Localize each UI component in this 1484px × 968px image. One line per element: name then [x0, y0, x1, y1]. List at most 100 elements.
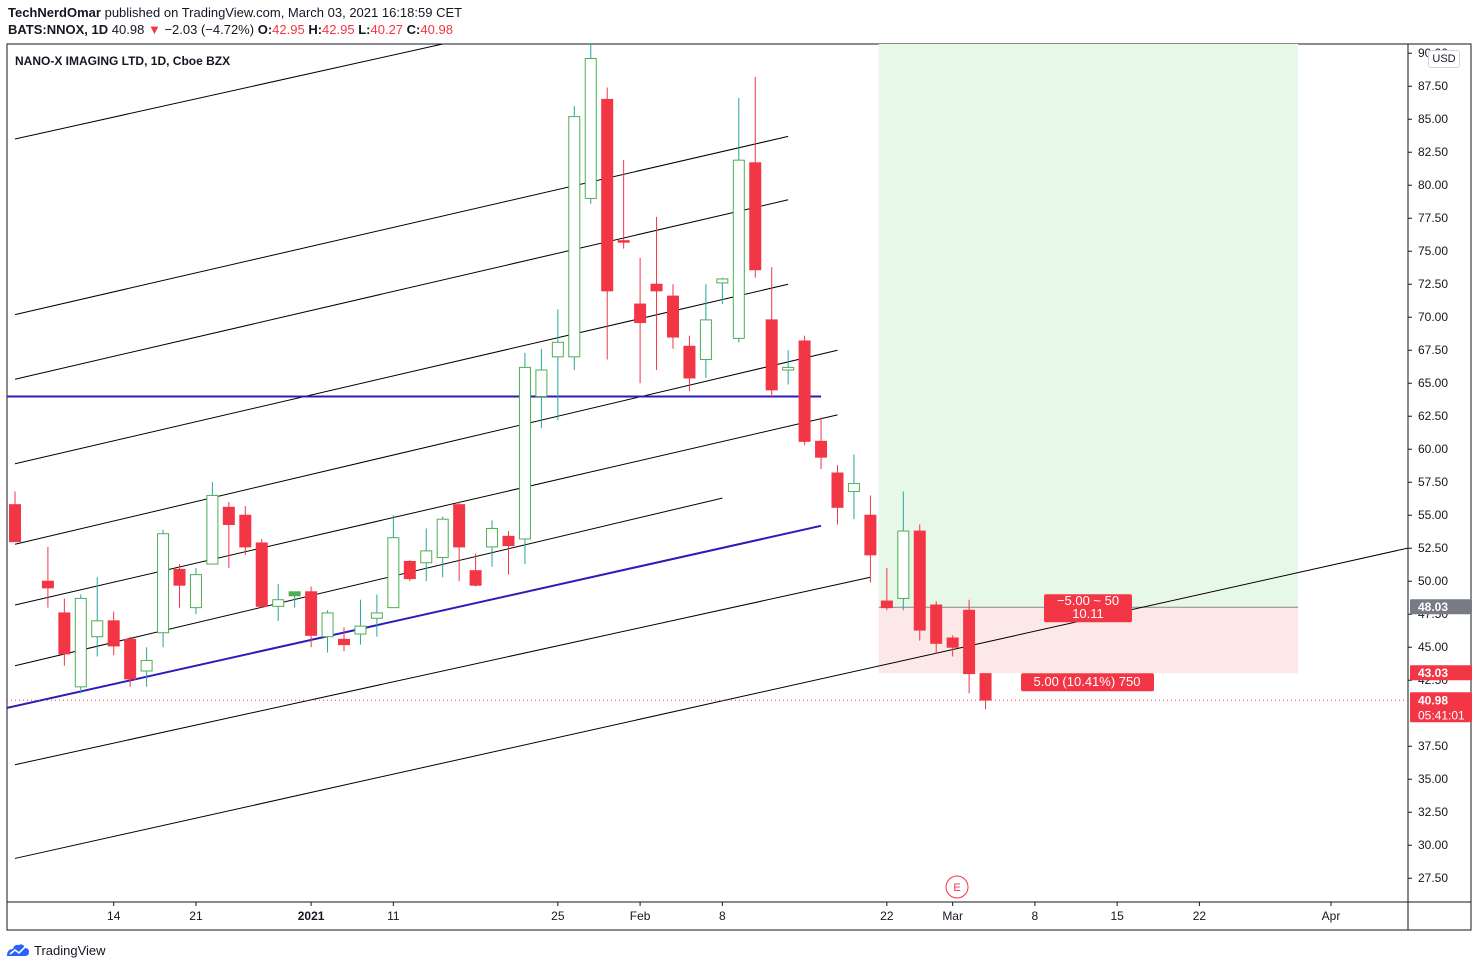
candle-body-down [913, 530, 926, 631]
open-value: 42.95 [272, 22, 305, 37]
candle-body-up [206, 494, 219, 565]
candle-body-up [518, 366, 531, 540]
x-tick-label: Apr [1322, 909, 1341, 923]
x-tick-label: 21 [189, 909, 203, 923]
channel-line [14, 497, 723, 667]
channel-line [14, 199, 789, 380]
last-price: 40.98 [111, 22, 145, 37]
channel-line [14, 44, 443, 140]
y-tick-label: 32.50 [1418, 805, 1448, 819]
y-tick-label: 27.50 [1418, 871, 1448, 885]
high-label: H: [308, 22, 323, 37]
ohlc-line: BATS:NNOX, 1D 40.98 ▼ −2.03 (−4.72%) O:4… [8, 22, 453, 37]
close-value: 40.98 [420, 22, 453, 37]
tradingview-footer[interactable]: TradingView [6, 940, 106, 960]
x-tick-label: 2021 [298, 909, 325, 923]
candle-body-down [173, 568, 186, 586]
candle-body-up [288, 591, 301, 597]
y-tick-label: 70.00 [1418, 310, 1448, 324]
x-tick-label: Mar [942, 909, 963, 923]
candle-body-down [880, 600, 893, 609]
candle-body-up [847, 483, 860, 492]
candle-body-down [453, 504, 466, 548]
profit-zone [878, 44, 1299, 608]
price-tag [1410, 599, 1472, 615]
candle-body-up [551, 341, 564, 358]
tradingview-logo-icon [7, 944, 29, 956]
price-tag-label: 48.03 [1418, 600, 1448, 614]
price-tag [1410, 692, 1472, 723]
candle-body-up [157, 533, 170, 634]
x-tick-label: 8 [1032, 909, 1039, 923]
y-tick-label: 60.00 [1418, 442, 1448, 456]
candle-body-up [321, 612, 334, 638]
channel-line [14, 576, 871, 766]
publish-text: published on TradingView.com, March 03, … [104, 5, 463, 20]
open-label: O: [257, 22, 273, 37]
candle-body-down [798, 340, 811, 442]
x-tick-label: 22 [1193, 909, 1207, 923]
y-tick-label: 35.00 [1418, 772, 1448, 786]
channel-line [14, 349, 838, 545]
candle-body-down [683, 345, 696, 379]
x-tick-label: 11 [387, 909, 400, 923]
candle-body-down [815, 440, 828, 458]
x-tick-label: 22 [880, 909, 894, 923]
candle-body-up [387, 537, 400, 609]
candle-body-up [436, 518, 449, 558]
candle-body-down [222, 506, 235, 525]
loss-label-box [1021, 673, 1154, 692]
candle-body-down [946, 637, 959, 648]
earnings-marker-icon [945, 875, 969, 899]
candle-body-down [124, 638, 137, 680]
low-label: L: [358, 22, 371, 37]
y-tick-label: 80.00 [1418, 178, 1448, 192]
candle-body-up [897, 530, 910, 599]
candle-body-up [782, 366, 795, 371]
change-arrow-icon: ▼ [147, 22, 161, 37]
candle-body-down [469, 570, 482, 586]
channel-line [14, 283, 789, 465]
x-tick-label: 14 [107, 909, 121, 923]
candle-body-up [74, 597, 87, 688]
publisher-name[interactable]: TechNerdOmar [8, 5, 101, 20]
chart-frame [6, 43, 1472, 931]
candle-body-up [699, 319, 712, 360]
candle-body-up [568, 116, 581, 358]
candle-body-up [272, 599, 285, 607]
y-tick-label: 82.50 [1418, 145, 1448, 159]
earnings-marker-label: E [953, 882, 960, 894]
candle-body-down [502, 535, 515, 547]
candle-body-down [617, 240, 630, 243]
candle-body-up [91, 620, 104, 638]
candle-body-up [370, 612, 383, 619]
currency-button[interactable]: USD [1428, 50, 1460, 68]
x-tick-label: 8 [719, 909, 726, 923]
candle-body-down [979, 673, 992, 701]
publish-info: TechNerdOmar published on TradingView.co… [8, 5, 462, 20]
y-tick-label: 55.00 [1418, 508, 1448, 522]
price-tag [1410, 665, 1472, 681]
tradingview-brand: TradingView [34, 942, 106, 958]
channel-line [14, 414, 838, 606]
candle-body-down [601, 98, 614, 292]
y-tick-label: 75.00 [1418, 244, 1448, 258]
y-tick-label: 77.50 [1418, 211, 1448, 225]
candle-body-down [239, 514, 252, 548]
low-value: 40.27 [370, 22, 404, 37]
profit-label-box [1044, 594, 1132, 623]
symbol-line: BATS:NNOX, 1D [8, 22, 109, 37]
y-tick-label: 50.00 [1418, 574, 1448, 588]
candle-body-down [667, 295, 679, 338]
profit-label: −5.00 ~ 50 [1057, 593, 1119, 608]
countdown-label: 05:41:01 [1418, 708, 1465, 722]
candle-body-up [716, 278, 729, 284]
y-tick-label: 57.50 [1418, 475, 1448, 489]
candle-body-down [765, 319, 778, 391]
candle-body-down [41, 580, 54, 589]
y-tick-label: 87.50 [1418, 79, 1448, 93]
candle-body-up [354, 625, 367, 635]
price-tag-label: 43.03 [1418, 666, 1448, 680]
x-tick-label: Feb [630, 909, 651, 923]
